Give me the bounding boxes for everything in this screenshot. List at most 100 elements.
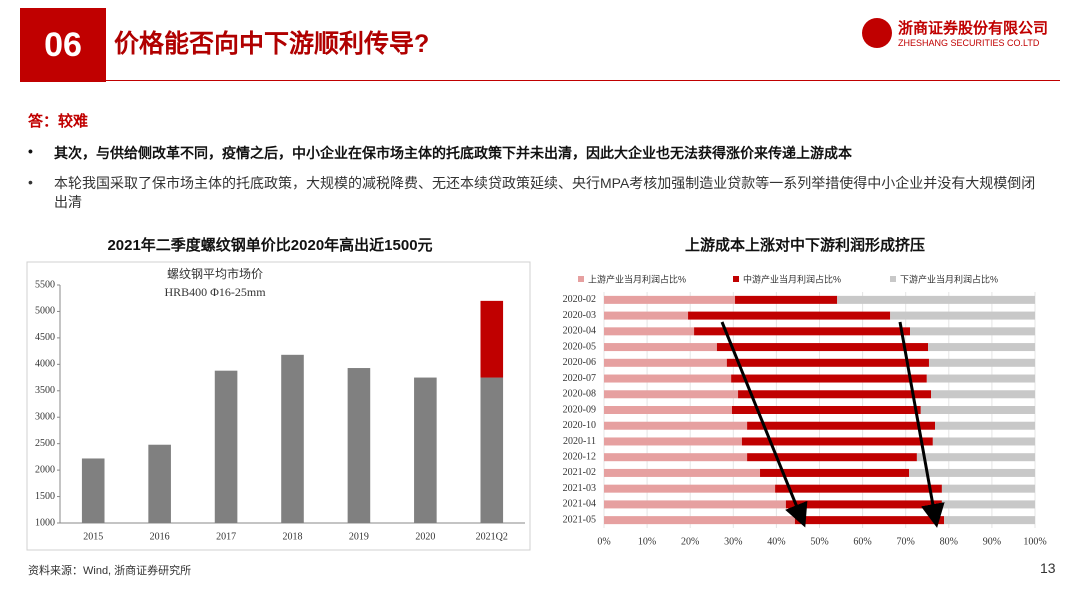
bar	[935, 421, 1035, 430]
bar	[148, 444, 171, 523]
x-tick-label: 0%	[597, 536, 610, 547]
bar	[920, 406, 1035, 414]
x-tick-label: 20%	[681, 536, 699, 547]
legend-swatch	[890, 276, 896, 282]
bar	[735, 295, 838, 304]
bar	[760, 468, 910, 477]
bar	[932, 437, 1035, 446]
bar	[910, 327, 1035, 336]
bar	[347, 368, 371, 523]
bar	[909, 468, 1035, 477]
bar	[688, 311, 891, 320]
x-tick-label: 2021Q2	[476, 531, 508, 542]
logo-mark	[862, 18, 892, 48]
y-tick-label: 2020-08	[563, 389, 596, 400]
bar	[604, 327, 695, 336]
y-tick-label: 1000	[35, 517, 55, 528]
bar	[604, 500, 786, 509]
bar	[604, 358, 727, 367]
y-tick-label: 2020-02	[563, 294, 596, 305]
company-name-en: ZHESHANG SECURITIES CO.LTD	[898, 38, 1040, 48]
source-note: 资料来源：Wind, 浙商证券研究所	[28, 565, 192, 577]
y-tick-label: 2020-03	[563, 310, 596, 321]
y-tick-label: 2021-04	[563, 499, 596, 510]
bar	[604, 374, 732, 383]
bar	[694, 327, 911, 336]
bar	[732, 406, 921, 414]
bar	[738, 390, 932, 399]
bar	[81, 458, 105, 523]
bar	[928, 358, 1035, 367]
legend-swatch	[578, 276, 584, 282]
legend-label: 中游产业当月利润占比%	[743, 273, 841, 284]
bar	[926, 374, 1035, 383]
bar	[931, 390, 1035, 399]
bar	[726, 358, 929, 367]
legend-label: 上游产业当月利润占比%	[588, 273, 686, 284]
legend-swatch	[733, 276, 739, 282]
y-tick-label: 2500	[35, 438, 55, 449]
page-number: 13	[1040, 560, 1056, 576]
bar	[604, 311, 689, 320]
x-tick-label: 50%	[810, 536, 828, 547]
bar	[890, 311, 1035, 320]
slide-title: 价格能否向中下游顺利传导?	[114, 30, 430, 58]
bar	[916, 453, 1035, 462]
bar	[414, 377, 437, 523]
y-tick-label: 3000	[35, 412, 55, 423]
y-tick-label: 5000	[35, 306, 55, 317]
arrow	[898, 321, 945, 528]
y-tick-label: 2020-09	[563, 404, 596, 415]
annotation: HRB400 Φ16-25mm	[164, 285, 266, 299]
bar	[604, 453, 748, 462]
bar	[741, 437, 933, 446]
bar	[214, 370, 238, 523]
x-tick-label: 2018	[283, 531, 303, 542]
header-rule	[106, 80, 1060, 81]
chart-frame	[26, 261, 531, 551]
x-tick-label: 60%	[853, 536, 871, 547]
y-tick-label: 2021-03	[563, 483, 596, 494]
y-tick-label: 2020-07	[563, 373, 596, 384]
x-tick-label: 2017	[216, 531, 236, 542]
chart-title: 上游成本上涨对中下游利润形成挤压	[685, 236, 925, 254]
bar	[794, 516, 945, 525]
y-tick-label: 2020-06	[563, 357, 596, 368]
bar	[928, 343, 1035, 352]
bar	[281, 354, 304, 523]
bar	[837, 295, 1035, 304]
section-badge: 06	[20, 8, 106, 82]
bar	[480, 377, 504, 523]
y-tick-label: 1500	[35, 491, 55, 502]
bar	[604, 484, 776, 493]
x-tick-label: 90%	[983, 536, 1001, 547]
arrow	[720, 321, 808, 528]
bar	[941, 484, 1035, 493]
x-tick-label: 70%	[897, 536, 915, 547]
y-tick-label: 2021-02	[563, 467, 596, 478]
bar	[604, 468, 761, 477]
bar	[604, 437, 742, 446]
bar	[604, 421, 748, 430]
y-tick-label: 2021-05	[563, 514, 596, 525]
company-name: 浙商证券股份有限公司	[898, 20, 1049, 37]
y-tick-label: 4500	[35, 332, 55, 343]
x-tick-label: 2020	[415, 531, 435, 542]
chart-title: 2021年二季度螺纹钢单价比2020年高出近1500元	[107, 236, 432, 254]
y-tick-label: 3500	[35, 385, 55, 396]
x-tick-label: 2019	[349, 531, 369, 542]
y-tick-label: 5500	[35, 279, 55, 290]
y-tick-label: 2000	[35, 464, 55, 475]
x-tick-label: 80%	[940, 536, 958, 547]
bar	[775, 484, 942, 493]
x-tick-label: 30%	[724, 536, 742, 547]
bar	[604, 295, 736, 304]
bar	[941, 500, 1035, 509]
bullet-dot: •	[28, 174, 33, 190]
x-tick-label: 10%	[638, 536, 656, 547]
x-tick-label: 100%	[1023, 536, 1046, 547]
x-tick-label: 2015	[83, 531, 103, 542]
bar	[747, 421, 936, 430]
